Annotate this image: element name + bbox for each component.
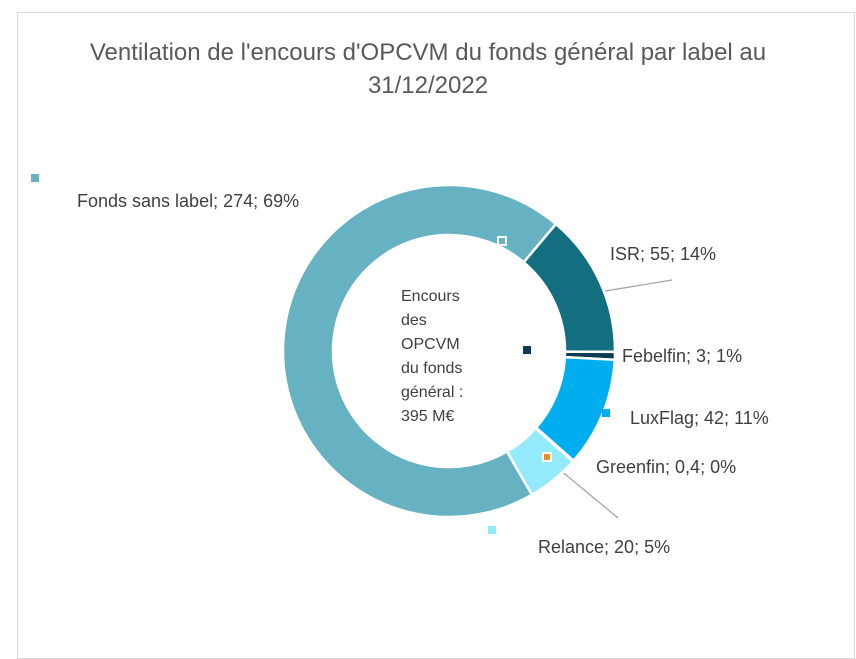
legend-key (602, 409, 610, 417)
legend-key (542, 452, 552, 462)
chart-title: Ventilation de l'encours d'OPCVM du fond… (89, 39, 767, 99)
legend-key (488, 526, 496, 534)
data-label: Relance; 20; 5% (538, 537, 670, 557)
data-label: LuxFlag; 42; 11% (630, 408, 769, 428)
data-label: Febelfin; 3; 1% (622, 346, 742, 366)
donut-segment (505, 426, 575, 497)
legend-key (523, 346, 531, 354)
legend-key (497, 236, 507, 246)
data-label: Greenfin; 0,4; 0% (596, 457, 736, 477)
data-label: Fonds sans label; 274; 69% (77, 191, 299, 211)
legend-key (31, 174, 39, 182)
data-label: ISR; 55; 14% (610, 244, 716, 264)
donut-segment (281, 183, 558, 519)
center-annotation: Encours des OPCVM du fonds général : 395… (401, 288, 464, 425)
